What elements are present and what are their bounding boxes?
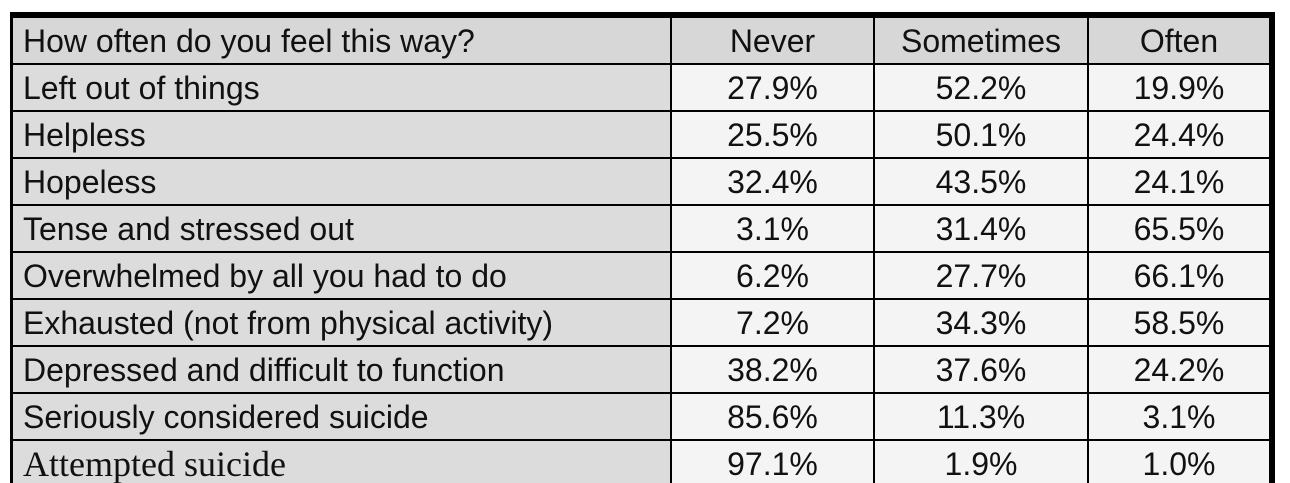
column-header-never: Never — [670, 18, 875, 65]
row-label: Tense and stressed out — [13, 204, 672, 253]
table-row: Hopeless 32.4% 43.5% 24.1% — [13, 157, 1269, 206]
cell-often: 1.0% — [1087, 439, 1269, 483]
table-row: Depressed and difficult to function 38.2… — [13, 345, 1269, 394]
cell-never: 27.9% — [670, 64, 875, 112]
cell-sometimes: 52.2% — [873, 64, 1089, 112]
table-row: Tense and stressed out 3.1% 31.4% 65.5% — [13, 204, 1269, 253]
cell-often: 24.4% — [1087, 110, 1269, 159]
cell-sometimes: 27.7% — [873, 251, 1089, 300]
table-row: Overwhelmed by all you had to do 6.2% 27… — [13, 251, 1269, 300]
cell-often: 19.9% — [1087, 64, 1269, 112]
cell-never: 97.1% — [670, 439, 875, 483]
cell-often: 3.1% — [1087, 392, 1269, 441]
cell-sometimes: 11.3% — [873, 392, 1089, 441]
cell-never: 6.2% — [670, 251, 875, 300]
row-label: Exhausted (not from physical activity) — [13, 298, 672, 347]
cell-never: 85.6% — [670, 392, 875, 441]
question-header: How often do you feel this way? — [13, 18, 672, 65]
table-row: Attempted suicide 97.1% 1.9% 1.0% — [13, 439, 1269, 483]
header-row: How often do you feel this way? Never So… — [13, 18, 1269, 65]
row-label: Depressed and difficult to function — [13, 345, 672, 394]
column-header-often: Often — [1087, 18, 1269, 65]
row-label: Attempted suicide — [13, 439, 672, 483]
table-row: Exhausted (not from physical activity) 7… — [13, 298, 1269, 347]
row-label: Seriously considered suicide — [13, 392, 672, 441]
cell-never: 3.1% — [670, 204, 875, 253]
table-row: Left out of things 27.9% 52.2% 19.9% — [13, 64, 1269, 112]
cell-often: 65.5% — [1087, 204, 1269, 253]
cell-never: 25.5% — [670, 110, 875, 159]
cell-often: 66.1% — [1087, 251, 1269, 300]
cell-sometimes: 1.9% — [873, 439, 1089, 483]
cell-never: 38.2% — [670, 345, 875, 394]
row-label: Left out of things — [13, 64, 672, 112]
cell-sometimes: 50.1% — [873, 110, 1089, 159]
row-label: Helpless — [13, 110, 672, 159]
cell-often: 24.2% — [1087, 345, 1269, 394]
cell-often: 24.1% — [1087, 157, 1269, 206]
table-row: Helpless 25.5% 50.1% 24.4% — [13, 110, 1269, 159]
survey-table: How often do you feel this way? Never So… — [13, 18, 1269, 483]
cell-never: 7.2% — [670, 298, 875, 347]
cell-often: 58.5% — [1087, 298, 1269, 347]
cell-never: 32.4% — [670, 157, 875, 206]
column-header-sometimes: Sometimes — [873, 18, 1089, 65]
row-label: Overwhelmed by all you had to do — [13, 251, 672, 300]
cell-sometimes: 34.3% — [873, 298, 1089, 347]
survey-table-frame: How often do you feel this way? Never So… — [10, 12, 1275, 483]
table-row: Seriously considered suicide 85.6% 11.3%… — [13, 392, 1269, 441]
cell-sometimes: 43.5% — [873, 157, 1089, 206]
cell-sometimes: 37.6% — [873, 345, 1089, 394]
row-label: Hopeless — [13, 157, 672, 206]
cell-sometimes: 31.4% — [873, 204, 1089, 253]
